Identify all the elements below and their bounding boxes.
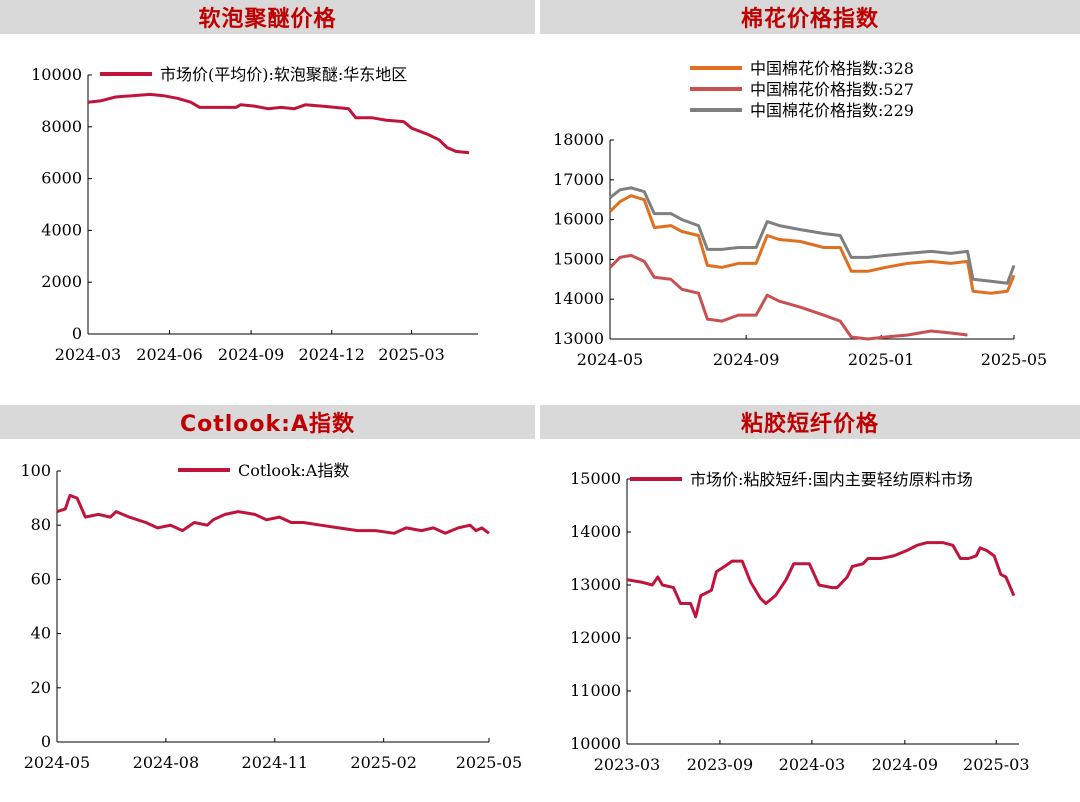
series-line xyxy=(56,493,490,535)
y-tick-label: 0 xyxy=(72,324,82,343)
x-tick-label: 2024-08 xyxy=(133,753,199,772)
x-tick-label: 2024-03 xyxy=(779,755,845,774)
x-tick-label: 2025-01 xyxy=(848,350,914,369)
series-line xyxy=(626,541,1016,619)
y-tick-label: 10000 xyxy=(31,65,82,84)
x-tick-label: 2024-11 xyxy=(242,753,308,772)
x-tick-label: 2023-09 xyxy=(687,755,753,774)
y-tick-label: 10000 xyxy=(570,734,621,753)
panel4-title: 粘胶短纤价格 xyxy=(540,405,1080,439)
y-tick-label: 18000 xyxy=(553,130,604,149)
panel1-title: 软泡聚醚价格 xyxy=(0,0,535,34)
legend-label: 中国棉花价格指数:328 xyxy=(750,59,914,78)
y-tick-label: 14000 xyxy=(553,289,604,308)
x-tick-label: 2024-05 xyxy=(24,753,90,772)
y-tick-label: 13000 xyxy=(570,575,621,594)
y-tick-label: 13000 xyxy=(553,329,604,348)
x-tick-label: 2024-12 xyxy=(299,345,365,364)
x-tick-label: 2024-09 xyxy=(872,755,938,774)
y-tick-label: 40 xyxy=(31,624,51,643)
y-tick-label: 20 xyxy=(31,678,51,697)
y-tick-label: 14000 xyxy=(570,522,621,541)
x-tick-label: 2025-05 xyxy=(456,753,522,772)
x-tick-label: 2024-09 xyxy=(713,350,779,369)
x-tick-label: 2024-09 xyxy=(218,345,284,364)
y-tick-label: 12000 xyxy=(570,628,621,647)
y-tick-label: 17000 xyxy=(553,170,604,189)
x-tick-label: 2025-02 xyxy=(350,753,416,772)
y-tick-label: 6000 xyxy=(41,169,82,188)
x-tick-label: 2024-06 xyxy=(136,345,202,364)
y-tick-label: 15000 xyxy=(553,249,604,268)
y-tick-label: 15000 xyxy=(570,469,621,488)
series-line xyxy=(609,186,1016,285)
x-tick-label: 2024-05 xyxy=(577,350,643,369)
x-tick-label: 2025-03 xyxy=(963,755,1029,774)
y-tick-label: 0 xyxy=(41,732,51,751)
series-line xyxy=(87,92,470,155)
y-tick-label: 8000 xyxy=(41,117,82,136)
legend-label: 中国棉花价格指数:229 xyxy=(750,101,914,120)
legend-label: 中国棉花价格指数:527 xyxy=(750,80,914,99)
y-tick-label: 80 xyxy=(31,515,51,534)
y-tick-label: 60 xyxy=(31,569,51,588)
y-tick-label: 11000 xyxy=(570,681,621,700)
x-tick-label: 2025-03 xyxy=(378,345,444,364)
series-line xyxy=(608,253,968,341)
x-tick-label: 2025-05 xyxy=(981,350,1047,369)
y-tick-label: 100 xyxy=(20,461,51,480)
y-tick-label: 16000 xyxy=(553,210,604,229)
legend-label: 市场价:粘胶短纤:国内主要轻纺原料市场 xyxy=(690,470,973,489)
series-line xyxy=(608,194,1016,295)
y-tick-label: 2000 xyxy=(41,272,82,291)
x-tick-label: 2024-03 xyxy=(55,345,121,364)
panel3-title: Cotlook:A指数 xyxy=(0,405,535,439)
legend-label: Cotlook:A指数 xyxy=(238,461,349,480)
legend-label: 市场价(平均价):软泡聚醚:华东地区 xyxy=(160,65,407,84)
x-tick-label: 2023-03 xyxy=(594,755,660,774)
y-tick-label: 4000 xyxy=(41,220,82,239)
panel2-title: 棉花价格指数 xyxy=(540,0,1080,34)
